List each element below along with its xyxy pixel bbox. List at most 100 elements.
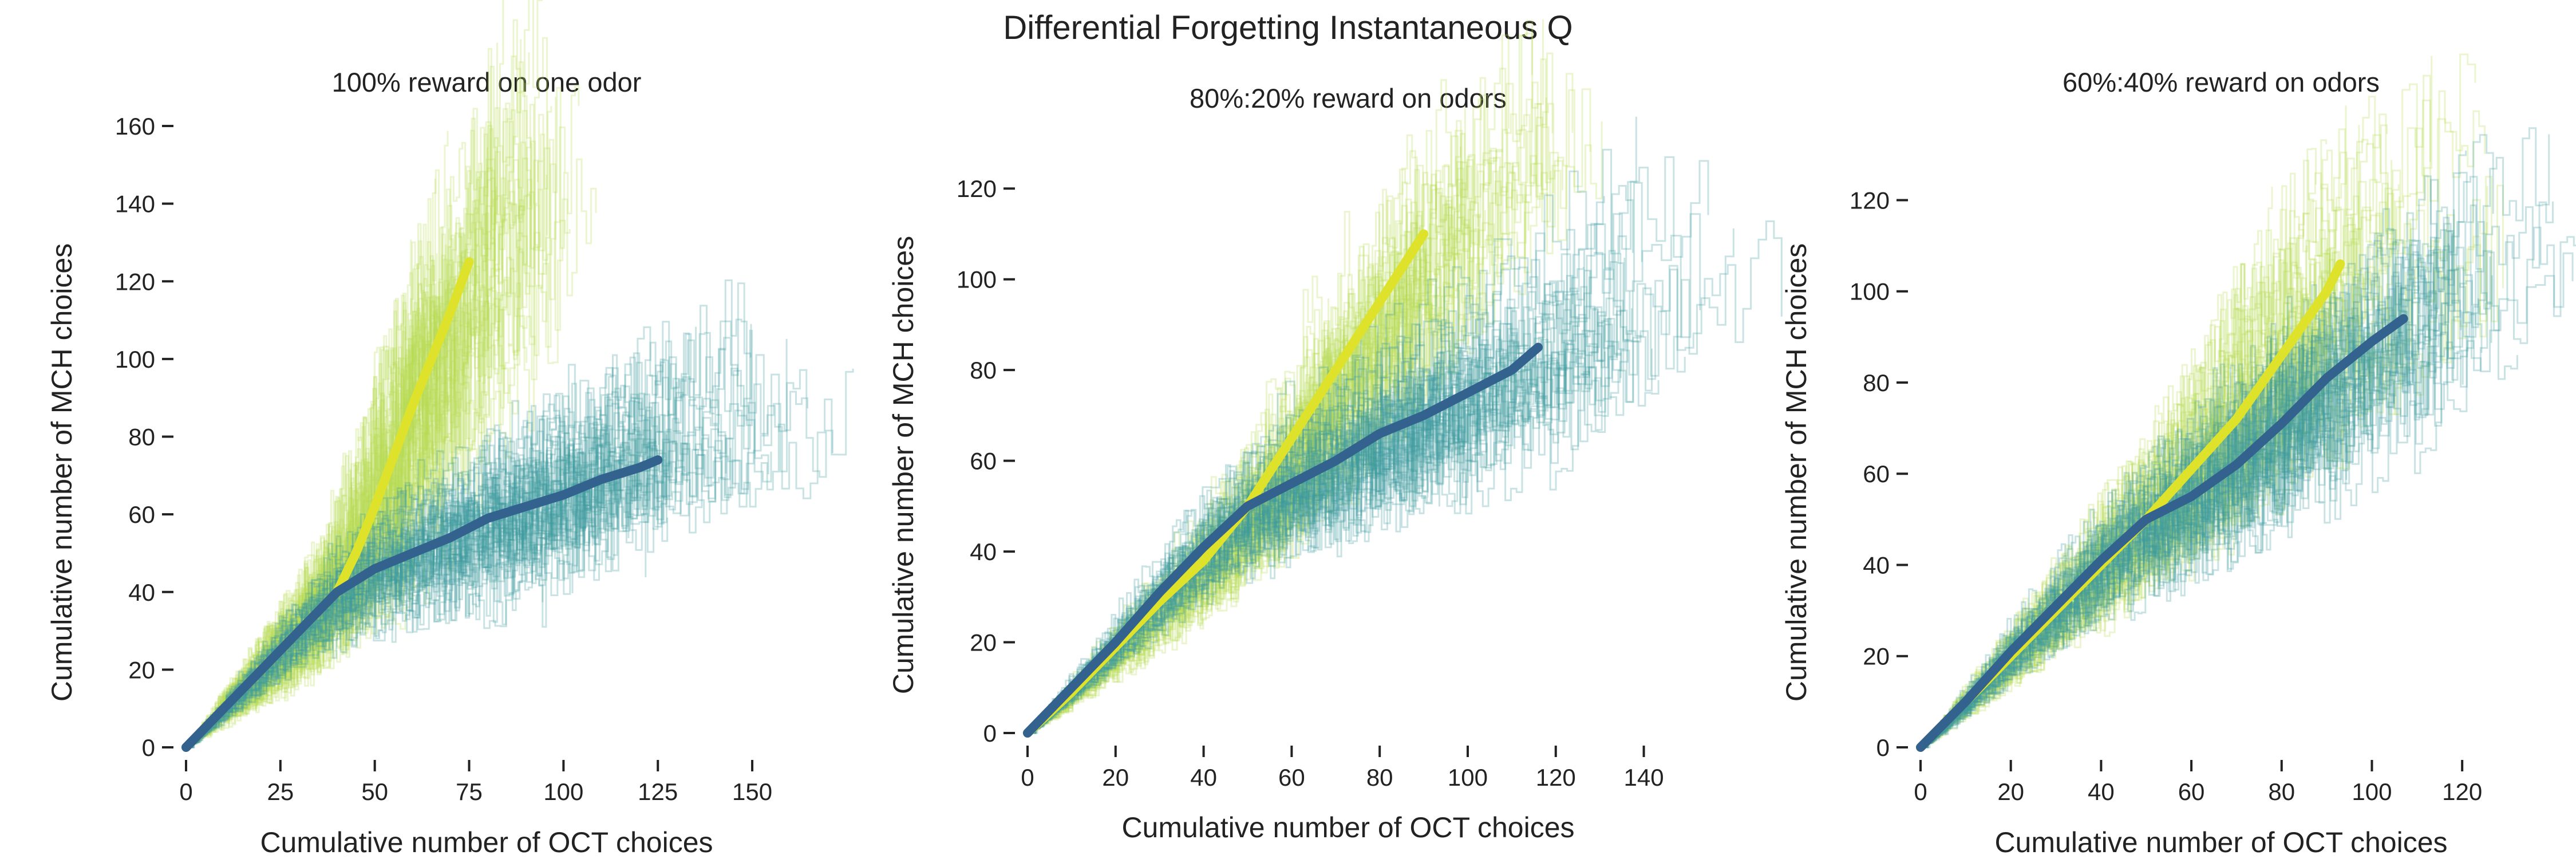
y-tick-label: 60: [970, 448, 997, 475]
y-tick-label: 120: [957, 175, 997, 202]
mch-trial-trajectory: [1028, 157, 1497, 734]
oct-trial-trajectory: [1028, 333, 1660, 734]
mch-trial-trajectory: [186, 104, 552, 748]
oct-trial-trajectory: [186, 449, 594, 748]
mean-trajectories: [181, 257, 663, 752]
oct-trial-trajectory: [186, 403, 772, 748]
mch-trial-trajectory: [186, 141, 543, 748]
y-tick-label: 40: [1863, 551, 1890, 578]
y-tick-label: 120: [1850, 187, 1890, 214]
mch-trial-trajectory: [1028, 106, 1466, 734]
oct-trial-trajectory: [1028, 262, 1631, 734]
mch-trial-trajectory: [1028, 58, 1552, 734]
y-tick-label: 20: [1863, 643, 1890, 670]
oct-trial-trajectory: [1921, 226, 2576, 748]
mch-trial-trajectory: [1921, 375, 2315, 748]
oct-trial-trajectory: [1921, 237, 2437, 748]
oct-trial-trajectory: [186, 464, 647, 748]
oct-trial-trajectory: [1028, 373, 1445, 734]
x-tick-label: 100: [543, 778, 583, 805]
oct-mean-line: [1023, 342, 1543, 738]
y-tick-label: 120: [115, 268, 155, 295]
oct-trial-trajectory: [186, 279, 752, 748]
oct-trial-trajectory: [1028, 116, 1637, 734]
oct-trial-trajectory: [1921, 277, 2363, 748]
mch-trial-trajectory: [1921, 264, 2281, 748]
x-axis-label: Cumulative number of OCT choices: [260, 826, 713, 858]
oct-trial-trajectory: [1921, 341, 2464, 748]
oct-trial-trajectory: [186, 391, 809, 748]
mch-trial-trajectory: [186, 200, 477, 748]
panel-80-20-percent: 80%:20% reward on odors Cumulative numbe…: [887, 19, 1783, 844]
x-axis-ticks: 0 25 50 75 100 125 150: [179, 760, 772, 805]
x-tick-label: 25: [267, 778, 294, 805]
mean-trajectories: [1916, 259, 2408, 752]
oct-trial-trajectory: [1921, 252, 2574, 748]
x-axis-label: Cumulative number of OCT choices: [1994, 826, 2447, 858]
y-axis-ticks: 0 20 40 60 80 100 120: [1850, 187, 1908, 761]
mch-trial-trajectory: [186, 0, 504, 748]
mch-trial-trajectory: [1028, 342, 1378, 734]
y-axis-label: Cumulative number of MCH choices: [1780, 243, 1812, 702]
mch-trial-trajectory: [1028, 202, 1479, 734]
mch-trial-trajectory: [186, 159, 539, 748]
mch-trial-trajectory: [1028, 254, 1414, 734]
mch-trial-trajectory: [186, 309, 460, 748]
x-axis-label: Cumulative number of OCT choices: [1121, 811, 1574, 844]
oct-trial-trajectory: [186, 510, 574, 748]
y-axis-ticks: 0 20 40 60 80 100 120: [957, 175, 1015, 747]
oct-trial-trajectory: [1028, 334, 1549, 734]
oct-trial-trajectory: [1028, 339, 1516, 734]
x-tick-label: 80: [2268, 778, 2295, 805]
mch-trial-trajectory: [186, 158, 597, 748]
mch-trial-trajectory: [186, 96, 557, 748]
mch-trial-trajectory: [1028, 231, 1420, 734]
mch-trial-trajectory: [186, 241, 439, 748]
x-tick-label: 140: [1624, 764, 1664, 791]
mch-trial-trajectory: [186, 61, 532, 748]
mch-trial-trajectory: [1921, 192, 2400, 748]
mch-trial-trajectory: [186, 42, 498, 748]
panel-title: 100% reward on one odor: [332, 67, 642, 97]
x-tick-label: 120: [2442, 778, 2482, 805]
oct-trial-trajectory: [1028, 275, 1574, 734]
y-tick-label: 40: [128, 579, 155, 606]
oct-trial-trajectory: [1921, 314, 2468, 748]
mch-trial-trajectory: [1028, 271, 1423, 734]
y-tick-label: 80: [128, 424, 155, 451]
panel-100-percent: 100% reward on one odor Cumulative numbe…: [46, 0, 854, 858]
mch-trial-trajectory: [1028, 88, 1591, 734]
y-tick-label: 140: [115, 191, 155, 218]
mean-trajectories: [1023, 229, 1543, 738]
mch-trial-trajectory: [1028, 89, 1603, 734]
oct-trial-trajectory: [186, 324, 752, 748]
mch-trial-trajectory: [1028, 160, 1563, 734]
mch-trial-trajectory: [186, 324, 446, 748]
oct-trial-trajectory: [1921, 283, 2358, 748]
y-tick-label: 100: [957, 266, 997, 293]
y-tick-label: 20: [970, 629, 997, 656]
oct-trial-trajectory: [1921, 399, 2348, 748]
mch-trial-trajectory: [186, 108, 512, 748]
mch-trial-trajectory: [186, 234, 456, 748]
oct-trial-trajectory: [186, 444, 634, 748]
mch-trial-trajectory: [1921, 105, 2347, 748]
oct-trial-trajectory: [1921, 267, 2483, 748]
x-tick-label: 20: [1997, 778, 2024, 805]
oct-trial-trajectory: [1921, 127, 2550, 748]
oct-trial-trajectory: [1028, 389, 1529, 734]
oct-trial-trajectory: [1028, 213, 1701, 734]
x-tick-label: 50: [361, 778, 388, 805]
mch-trial-trajectory: [1028, 263, 1459, 734]
oct-trial-trajectory: [186, 452, 600, 748]
mch-trial-trajectory: [1028, 73, 1574, 734]
oct-trial-trajectory: [1028, 371, 1602, 734]
oct-trial-trajectory: [1028, 357, 1446, 734]
mch-trial-trajectory: [186, 267, 528, 748]
oct-trial-trajectory: [1028, 320, 1625, 734]
y-tick-label: 0: [142, 734, 155, 761]
oct-trial-trajectory: [1921, 388, 2322, 748]
mch-trial-trajectory: [1028, 33, 1533, 734]
oct-trial-trajectory: [186, 462, 563, 748]
y-tick-label: 60: [1863, 460, 1890, 487]
